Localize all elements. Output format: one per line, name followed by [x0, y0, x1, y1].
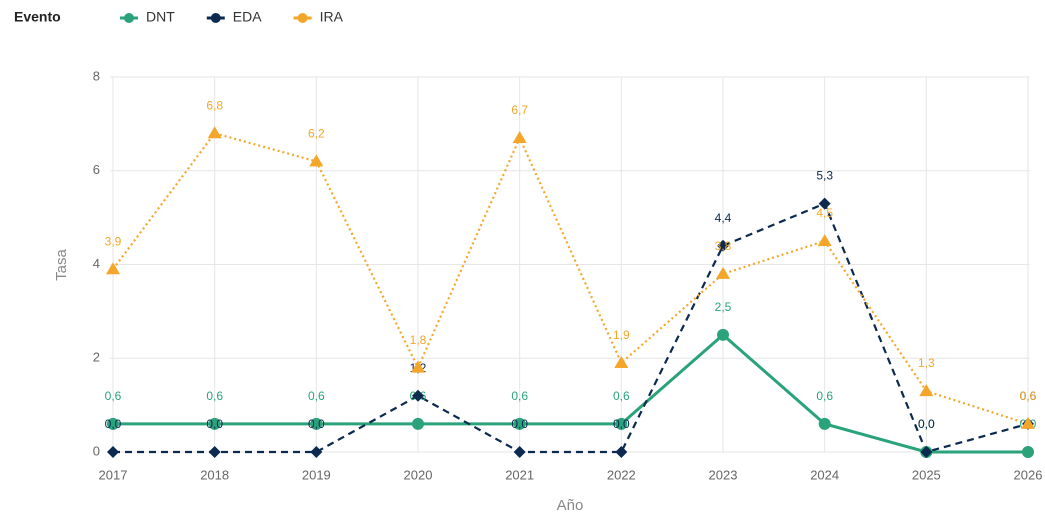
y-tick-label: 0 [93, 443, 100, 458]
point [107, 446, 119, 458]
y-tick-label: 6 [93, 162, 100, 177]
point [614, 355, 629, 368]
data-label: 0,0 [308, 417, 325, 431]
data-label: 0,6 [206, 389, 223, 403]
point [107, 417, 119, 430]
point [1021, 416, 1035, 429]
data-label: 0,6 [816, 389, 833, 403]
y-tick-label: 2 [93, 350, 100, 365]
point [919, 384, 934, 397]
legend-swatch [297, 13, 308, 23]
data-label: 1,3 [918, 356, 935, 370]
point [716, 266, 730, 279]
data-label: 0,0 [511, 417, 528, 431]
legend-title: Evento [14, 9, 61, 25]
x-tick-label: 2020 [404, 467, 433, 482]
point [310, 446, 323, 458]
x-tick-label: 2026 [1014, 467, 1043, 482]
x-tick-label: 2019 [302, 467, 331, 482]
x-tick-label: 2017 [99, 467, 128, 482]
point [615, 446, 628, 458]
point [310, 417, 323, 430]
point [309, 154, 324, 167]
y-tick-label: 8 [93, 68, 100, 83]
legend-swatch [210, 13, 221, 23]
point [412, 417, 424, 430]
point [513, 417, 526, 430]
point [513, 446, 526, 458]
series-line [113, 202, 1029, 454]
x-tick-label: 2022 [607, 467, 636, 482]
data-label: 0,6 [1020, 389, 1037, 403]
point [615, 417, 628, 430]
data-label: 0,6 [613, 389, 630, 403]
point [717, 239, 729, 252]
legend-label: DNT [146, 9, 175, 25]
legend-label: EDA [233, 9, 262, 25]
data-label: 1,8 [410, 333, 427, 347]
x-tick-label: 2025 [912, 467, 941, 482]
point [412, 389, 424, 402]
x-tick-label: 2021 [505, 467, 534, 482]
point [208, 417, 221, 430]
point [818, 197, 831, 210]
data-label: 0,6 [511, 389, 528, 403]
series-line [112, 131, 1029, 425]
x-tick-label: 2023 [709, 467, 738, 482]
data-label: 5,3 [816, 169, 833, 183]
data-label: 4,4 [715, 211, 732, 225]
series-line [113, 332, 1028, 454]
x-tick-label: 2018 [200, 467, 229, 482]
data-label: 0,6 [105, 389, 122, 403]
data-label: 3,8 [715, 239, 732, 253]
data-label: 0,0 [105, 417, 122, 431]
point [920, 446, 933, 458]
data-label: 2,5 [715, 300, 732, 314]
data-label: 0,6 [1020, 389, 1037, 403]
point [512, 130, 527, 143]
x-axis-title: Año [557, 497, 584, 514]
data-label: 3,9 [105, 234, 122, 248]
point [817, 234, 832, 247]
data-label: 6,7 [511, 103, 528, 117]
legend-swatch [124, 13, 134, 23]
point [208, 446, 221, 458]
data-label: 0,0 [918, 417, 935, 431]
point [717, 328, 729, 341]
data-label: 0,0 [918, 417, 935, 431]
x-tick-label: 2024 [810, 467, 839, 482]
legend-label: IRA [320, 9, 344, 25]
point [818, 417, 831, 430]
data-label: 4,5 [816, 206, 833, 220]
data-label: 1,9 [613, 328, 630, 342]
point [1022, 446, 1034, 458]
point [207, 126, 222, 139]
point [411, 360, 425, 373]
data-label: 6,8 [206, 98, 223, 112]
data-label: 6,2 [308, 127, 325, 141]
data-label: 0,0 [613, 417, 630, 431]
point [106, 262, 120, 275]
data-label: 0,6 [308, 389, 325, 403]
y-axis-title: Tasa [53, 249, 70, 281]
y-tick-label: 4 [93, 256, 100, 271]
data-label: 0,0 [206, 417, 223, 431]
